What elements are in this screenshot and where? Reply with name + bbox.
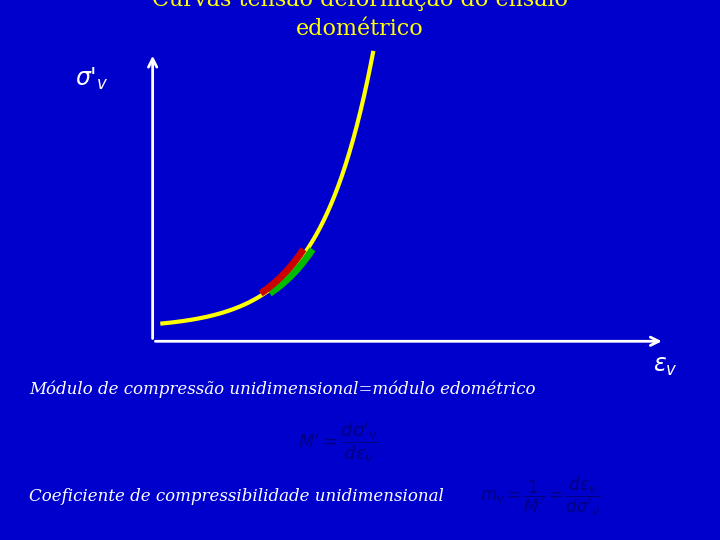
Text: $m_v = \dfrac{1}{M'} = \dfrac{d\varepsilon_v}{d\sigma'_v}$: $m_v = \dfrac{1}{M'} = \dfrac{d\varepsil… [480, 475, 600, 518]
Text: Coeficiente de compressibilidade unidimensional: Coeficiente de compressibilidade unidime… [29, 488, 444, 505]
Text: $\varepsilon_v$: $\varepsilon_v$ [653, 354, 678, 378]
Text: edométrico: edométrico [296, 18, 424, 40]
Text: Curvas tensão deformação do ensaio: Curvas tensão deformação do ensaio [152, 0, 568, 11]
Text: Módulo de compressão unidimensional=módulo edométrico: Módulo de compressão unidimensional=módu… [29, 380, 535, 397]
Text: $M' = \dfrac{d\sigma'_v}{d\varepsilon_v}$: $M' = \dfrac{d\sigma'_v}{d\varepsilon_v}… [298, 421, 379, 465]
Text: $\sigma$'$_v$: $\sigma$'$_v$ [75, 66, 109, 92]
